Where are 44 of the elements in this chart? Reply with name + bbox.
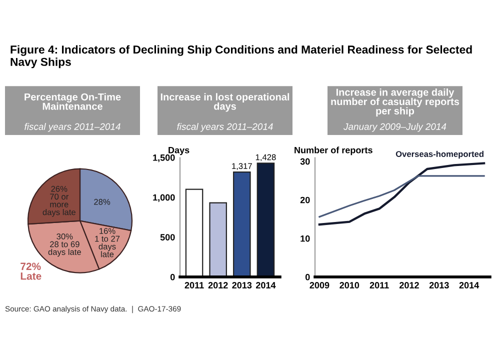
chart-subtitle: fiscal years 2011–2014 xyxy=(177,123,273,132)
data-label: 26% xyxy=(51,186,68,192)
bar xyxy=(209,202,227,277)
bar xyxy=(233,171,251,277)
x-tick-label: 2013 xyxy=(429,282,449,288)
y-tick-label: 1,500 xyxy=(153,154,175,162)
chart-subtitle: January 2009–July 2014 xyxy=(344,123,446,132)
x-tick-label: 2014 xyxy=(459,282,480,288)
chart-title: Percentage On-Time Maintenance xyxy=(24,93,121,110)
y-tick-label: 30 xyxy=(300,158,310,165)
slice-label: 70 or more days late xyxy=(42,194,76,217)
text: 72% Late xyxy=(20,262,42,280)
data-label: 30% xyxy=(56,234,73,240)
slice-label: 28 to 69 days late xyxy=(48,241,81,257)
x-tick-label: 2013 xyxy=(232,282,252,288)
series-label: Overseas-homeported xyxy=(396,150,484,159)
slice-label: 1 to 27 days late xyxy=(95,236,120,258)
y-axis-title: Days xyxy=(168,146,190,156)
chart-subtitle: fiscal years 2011–2014 xyxy=(24,123,120,132)
chart-title: Increase in lost operational days xyxy=(160,93,290,112)
data-label: 16% xyxy=(100,228,116,234)
data-label: 1,428 xyxy=(256,154,276,162)
y-tick-label: 20 xyxy=(300,196,310,204)
y-tick-label: 10 xyxy=(300,235,310,242)
bar xyxy=(185,188,204,277)
y-tick-label: 0 xyxy=(170,274,175,280)
y-tick-label: 1,000 xyxy=(153,194,175,202)
data-label: 1,317 xyxy=(232,163,252,170)
line-series xyxy=(318,175,485,218)
chart-title: Increase in average daily number of casualty reports per ship xyxy=(331,88,460,116)
caption: Figure 4: Indicators of Declining Ship Conditions and Materiel Readiness for Selected Navy Ships xyxy=(10,45,472,68)
x-tick-label: 2011 xyxy=(184,282,204,288)
x-tick-label: 2010 xyxy=(340,282,360,288)
bar xyxy=(256,162,275,277)
line-series xyxy=(318,162,486,226)
x-tick-label: 2012 xyxy=(400,282,419,288)
x-tick-label: 2012 xyxy=(208,282,228,288)
x-tick-label: 2009 xyxy=(310,282,330,288)
x-tick-label: 2014 xyxy=(256,282,276,288)
y-tick-label: 0 xyxy=(305,274,310,280)
y-tick-label: 500 xyxy=(160,234,175,240)
x-tick-label: 2011 xyxy=(370,282,389,288)
data-label: 28% xyxy=(94,198,110,205)
y-axis-title: Number of reports xyxy=(294,146,372,156)
